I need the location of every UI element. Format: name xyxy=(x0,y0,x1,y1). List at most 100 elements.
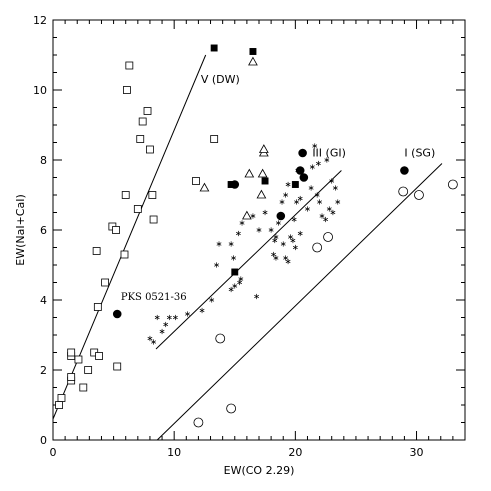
open-circle-point xyxy=(312,242,323,253)
asterisk-stroke xyxy=(295,168,301,173)
asterisk-stroke xyxy=(238,277,244,281)
open-square-point xyxy=(67,348,76,357)
asterisk-stroke xyxy=(332,186,338,190)
asterisk-point xyxy=(283,192,289,198)
asterisk-point xyxy=(285,181,291,188)
open-square-point xyxy=(79,383,88,392)
open-square-point xyxy=(93,303,102,311)
asterisk-point xyxy=(323,216,329,223)
asterisk-point xyxy=(295,167,301,174)
open-square-point xyxy=(125,61,134,70)
asterisk-stroke xyxy=(315,161,321,166)
filled-square-point xyxy=(249,48,257,55)
asterisk-point xyxy=(290,237,296,244)
asterisk-stroke xyxy=(324,158,330,162)
x-tick-label: 10 xyxy=(167,446,181,459)
asterisk-point xyxy=(273,234,279,240)
asterisk-point xyxy=(317,199,323,205)
open-triangle-point xyxy=(256,189,267,199)
asterisk-stroke xyxy=(290,238,296,243)
open-square-point xyxy=(133,205,142,213)
asterisk-point xyxy=(305,206,310,212)
asterisk-stroke xyxy=(273,256,279,260)
open-square-point xyxy=(138,117,147,126)
open-square-point xyxy=(146,145,154,154)
data-points xyxy=(55,44,458,428)
open-circle-point xyxy=(414,190,424,200)
open-square-point xyxy=(84,366,93,374)
asterisk-stroke xyxy=(317,200,323,204)
asterisk-point xyxy=(163,321,169,328)
asterisk-point xyxy=(319,213,325,219)
open-square-point xyxy=(210,135,219,143)
filled-circle-point xyxy=(112,309,122,319)
filled-circle-point xyxy=(298,148,307,158)
asterisk-stroke xyxy=(283,256,289,260)
asterisk-point xyxy=(294,199,299,205)
asterisk-stroke xyxy=(297,231,303,236)
asterisk-point xyxy=(309,164,315,170)
asterisk-point xyxy=(271,251,276,258)
asterisk-point xyxy=(250,213,256,219)
asterisk-point xyxy=(216,241,222,247)
asterisk-stroke xyxy=(262,210,268,215)
y-tick-label: 8 xyxy=(40,154,47,167)
sequence-lines xyxy=(52,54,443,441)
asterisk-point xyxy=(147,335,153,342)
asterisk-stroke xyxy=(294,200,299,204)
filled-circle-point xyxy=(230,180,240,189)
asterisk-stroke xyxy=(199,308,205,313)
asterisk-stroke xyxy=(254,294,260,299)
asterisk-stroke xyxy=(275,221,281,225)
asterisk-point xyxy=(279,199,285,205)
asterisk-point xyxy=(312,143,318,149)
sequence-line xyxy=(156,163,443,441)
asterisk-point xyxy=(154,314,160,321)
asterisk-stroke xyxy=(147,336,153,341)
open-triangle-point xyxy=(258,144,269,153)
asterisk-point xyxy=(326,206,332,212)
open-square-point xyxy=(95,352,103,360)
asterisk-point xyxy=(166,314,172,321)
filled-circle-point xyxy=(400,166,409,175)
asterisk-stroke xyxy=(185,312,190,316)
open-square-point xyxy=(148,191,157,199)
asterisk-point xyxy=(329,178,335,184)
asterisk-point xyxy=(308,185,314,191)
open-circle-point xyxy=(398,186,409,197)
asterisk-stroke xyxy=(237,280,243,285)
asterisk-stroke xyxy=(308,186,314,190)
asterisk-point xyxy=(280,241,286,247)
x-tick-label: 30 xyxy=(410,446,424,459)
y-tick-label: 6 xyxy=(40,224,47,237)
annotation-label: I (SG) xyxy=(404,147,435,160)
x-axis-label: EW(CO 2.29) xyxy=(224,464,295,477)
x-axis-ticks: 0 10 20 30 xyxy=(50,20,466,459)
open-triangle-point xyxy=(199,182,210,192)
asterisk-stroke xyxy=(329,179,335,183)
open-square-point xyxy=(74,355,83,364)
y-axis-label: EW(NaI+CaI) xyxy=(14,194,27,266)
asterisk-stroke xyxy=(256,228,262,232)
y-axis-ticks: 0 2 4 6 8 10 12 xyxy=(33,14,465,447)
x-tick-label: 0 xyxy=(50,446,57,459)
asterisk-stroke xyxy=(151,340,157,344)
filled-circle-point xyxy=(276,211,286,221)
asterisk-stroke xyxy=(330,210,336,215)
asterisk-point xyxy=(209,297,215,303)
asterisk-stroke xyxy=(309,165,315,169)
asterisk-stroke xyxy=(285,259,291,264)
asterisk-point xyxy=(332,185,338,191)
open-circle-point xyxy=(193,417,204,428)
asterisk-point xyxy=(256,227,262,233)
asterisk-point xyxy=(237,279,243,286)
asterisk-point xyxy=(292,244,298,251)
annotation-label: III (GI) xyxy=(312,147,346,160)
open-circle-point xyxy=(226,403,237,414)
asterisk-point xyxy=(151,339,157,345)
y-tick-label: 10 xyxy=(33,84,47,97)
open-circle-point xyxy=(323,232,333,242)
asterisk-point xyxy=(159,328,165,335)
open-square-point xyxy=(113,362,122,371)
